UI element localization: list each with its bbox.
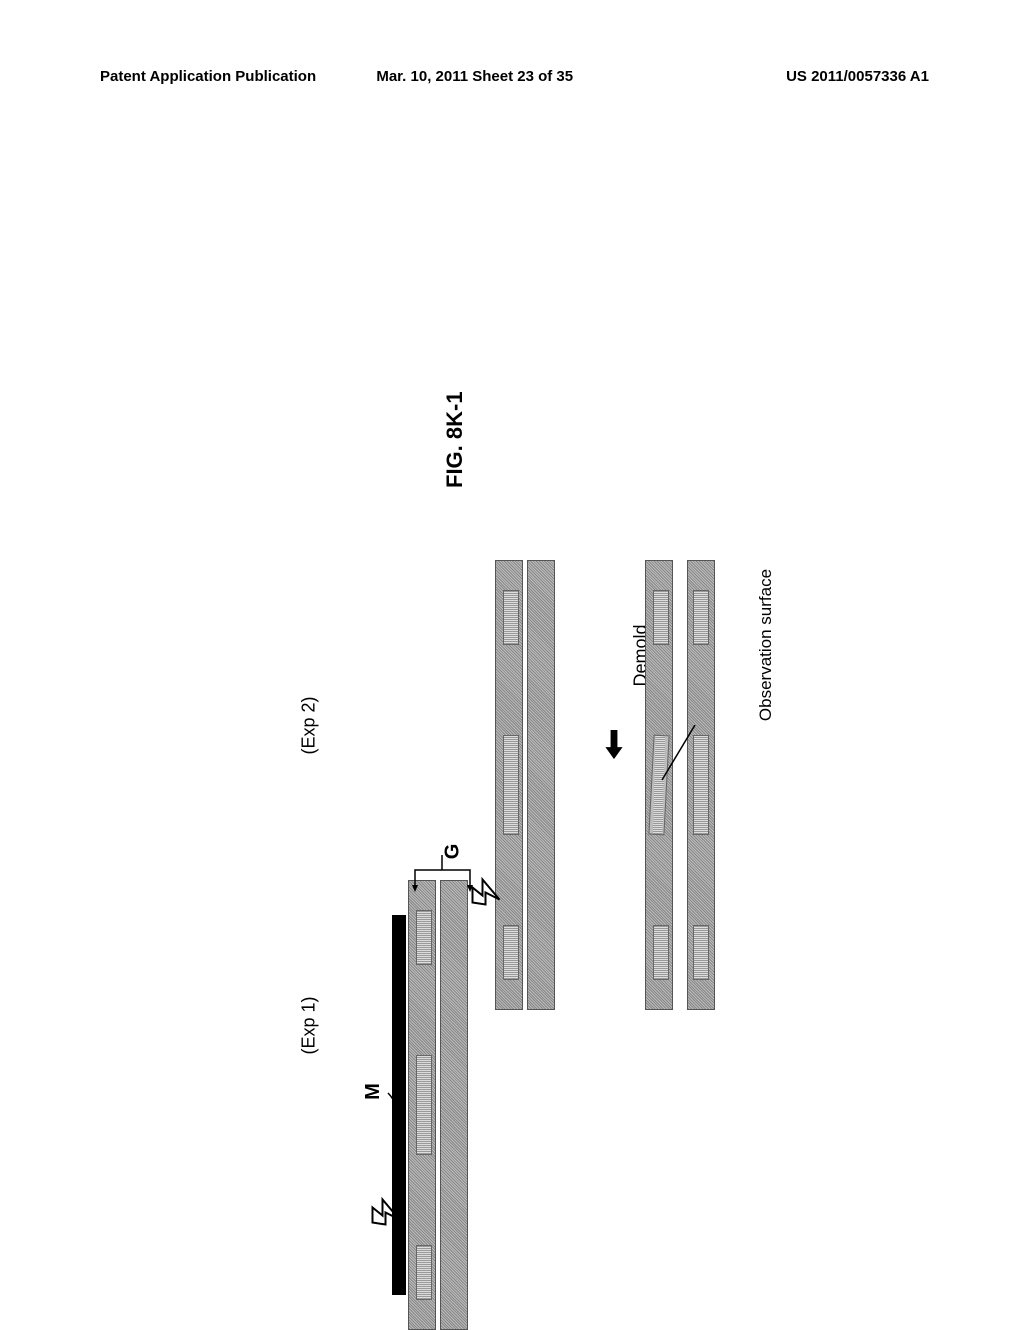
exp2-label: (Exp 2): [299, 696, 320, 754]
cell-pattern: [503, 925, 519, 980]
cell-pattern: [653, 590, 669, 645]
cell-pattern: [693, 925, 709, 980]
header-publication: Patent Application Publication: [100, 68, 376, 85]
observation-pointer: [660, 725, 710, 795]
cell-pattern: [653, 925, 669, 980]
m-arrow: [385, 1090, 415, 1140]
figure-container: FIG. 8K-1 (Exp 1) (Exp 2) M G: [100, 160, 920, 1180]
m-label: M: [362, 1083, 385, 1100]
header-date-sheet: Mar. 10, 2011 Sheet 23 of 35: [376, 68, 652, 85]
lightning-icon: [368, 1188, 403, 1228]
cell-pattern: [416, 1245, 432, 1300]
header-patent-number: US 2011/0057336 A1: [653, 68, 929, 85]
cell-pattern: [693, 590, 709, 645]
cell-pattern: [503, 590, 519, 645]
glass-layer: [440, 880, 468, 1330]
glass-layer: [527, 560, 555, 1010]
cell-pattern: [503, 735, 519, 835]
page-header: Patent Application Publication Mar. 10, …: [100, 68, 929, 85]
lightning-icon: [468, 868, 503, 908]
exp1-label: (Exp 1): [299, 996, 320, 1054]
observation-surface-label: Observation surface: [756, 569, 776, 721]
cell-pattern: [416, 1055, 432, 1155]
figure-title: FIG. 8K-1: [442, 391, 468, 488]
cell-pattern: [416, 910, 432, 965]
demold-arrow-icon: [605, 730, 623, 760]
